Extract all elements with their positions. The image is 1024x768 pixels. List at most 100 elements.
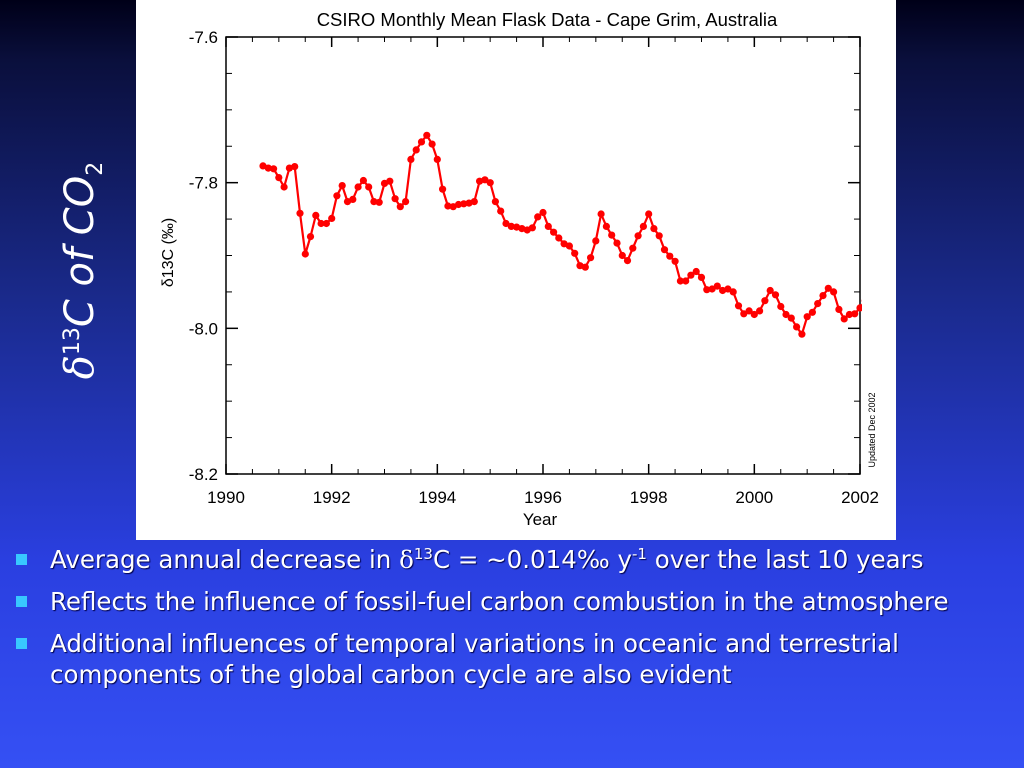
data-point [608,231,616,239]
data-point [745,307,753,315]
bullet-1-sup-neg1: -1 [631,544,647,563]
bullet-item: Additional influences of temporal variat… [14,628,1020,690]
x-tick-label: 2000 [735,488,773,507]
data-point [264,164,272,172]
y-tick-label: -8.0 [189,319,218,338]
data-point [291,163,299,171]
x-tick-label: 2002 [841,488,879,507]
data-point [808,308,817,316]
bullet-1-post: over the last 10 years [646,545,924,574]
data-point [354,183,362,191]
data-point [724,285,732,293]
side-title-text: C of CO [57,175,104,327]
data-point [650,225,658,233]
data-point [703,286,711,294]
delta13c-chart: 1990 1992 1994 1996 1998 2000 2002 -7.6 -7.8 -8.0… [160,9,896,529]
data-point [845,310,854,319]
x-tick-label: 1996 [524,488,562,507]
data-point [333,192,341,200]
x-tick-label: 1990 [207,488,245,507]
data-point [528,224,536,232]
data-point [734,302,743,310]
data-point [444,202,452,210]
data-point [470,198,478,206]
data-point [365,183,373,191]
data-point [756,307,764,315]
data-point [539,208,547,217]
data-point [883,291,890,298]
data-point [407,155,415,163]
x-tick-label: 1998 [630,488,668,507]
data-point [349,195,357,203]
data-point [634,232,642,240]
data-point [878,299,885,306]
data-point [534,213,542,221]
data-point [322,219,330,228]
bullet-1-sup13: 13 [413,544,433,563]
data-point [766,286,774,295]
slide-side-title: δ13C of CO2 [48,140,118,400]
data-point [655,232,663,240]
data-point [486,179,494,187]
y-tick-label: -7.6 [189,28,218,47]
data-point [639,222,647,230]
data-point [618,251,626,260]
data-point [814,300,822,308]
isotope-superscript: 13 [60,326,86,355]
data-point [713,282,721,290]
data-point [359,176,367,185]
data-point [497,207,505,215]
data-point [682,277,690,285]
data-point [602,222,610,230]
bullet-item: Reflects the influence of fossil-fuel ca… [14,586,1020,617]
data-point [782,310,790,319]
data-point [581,263,589,271]
co2-subscript: 2 [83,161,109,176]
data-point [888,307,895,314]
data-point [571,249,579,257]
data-point [270,165,278,173]
data-point [660,246,669,254]
data-point [671,257,679,265]
bullet-marker-icon [16,596,27,607]
data-point [296,209,304,217]
data-point [692,267,700,276]
data-point [507,222,515,230]
bullet-1-delta: δ [399,545,414,574]
data-point [861,299,862,303]
data-point [787,314,795,322]
x-tick-label: 1992 [313,488,351,507]
data-point [423,131,431,139]
data-point [676,277,685,285]
data-point [433,155,441,163]
data-point [491,198,499,206]
data-point [597,210,605,218]
data-point [867,303,874,310]
x-axis-label: Year [523,510,558,529]
data-point [613,239,621,247]
data-point [412,146,420,154]
data-point [687,271,695,279]
data-point [750,310,758,319]
data-point [623,257,632,265]
bullet-list: Average annual decrease in δ13C = ~0.014… [14,544,1020,701]
data-point [555,234,563,242]
data-point [565,242,573,250]
data-point [386,177,394,185]
data-point [280,183,288,191]
data-point [872,295,879,302]
data-point [893,322,896,329]
bullet-item: Average annual decrease in δ13C = ~0.014… [14,544,1020,575]
y-tick-label: -7.8 [189,174,218,193]
data-point [481,176,489,184]
data-point [370,198,378,206]
bullet-2-text: Reflects the influence of fossil-fuel ca… [50,587,949,616]
chart-title: CSIRO Monthly Mean Flask Data - Cape Gri… [317,9,778,30]
series-group [259,131,896,338]
data-point [840,315,848,323]
updated-annotation: Updated Dec 2002 [867,392,877,467]
bullet-marker-icon [16,638,27,649]
data-point [550,228,558,236]
bullet-1-pre: Average annual decrease in [50,545,400,574]
data-point [306,233,315,241]
